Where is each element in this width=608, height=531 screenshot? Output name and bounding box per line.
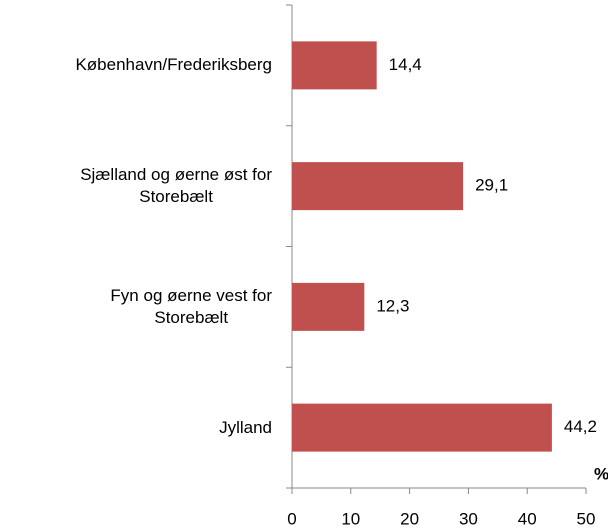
x-tick-label: 20 [400, 509, 419, 528]
x-tick-label: 50 [577, 509, 596, 528]
category-label: Fyn og øerne vest for Storebælt [110, 285, 272, 327]
x-tick-label: 40 [518, 509, 537, 528]
bar [292, 41, 377, 90]
category-label: Sjælland og øerne øst for Storebælt [80, 165, 272, 207]
x-axis-label: % [594, 464, 608, 483]
x-tick-label: 30 [459, 509, 478, 528]
value-label: 12,3 [376, 296, 409, 315]
bar [292, 282, 365, 331]
bar [292, 403, 552, 452]
category-label: Jylland [219, 417, 272, 437]
value-label: 29,1 [475, 176, 508, 195]
value-label: 44,2 [564, 417, 597, 436]
x-tick-label: 0 [287, 509, 296, 528]
category-label: København/Frederiksberg [75, 55, 272, 75]
x-tick-label: 10 [341, 509, 360, 528]
bar [292, 162, 464, 211]
value-label: 14,4 [389, 55, 422, 74]
